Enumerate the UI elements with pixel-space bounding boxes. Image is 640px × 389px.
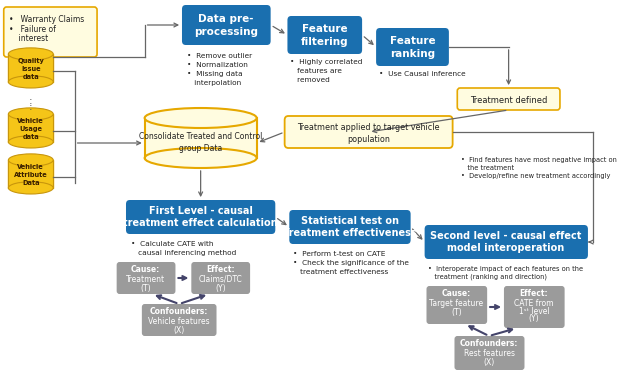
Text: CATE from: CATE from (514, 298, 554, 307)
FancyBboxPatch shape (504, 286, 564, 328)
Text: First Level - causal: First Level - causal (148, 206, 253, 216)
Text: Feature: Feature (390, 36, 435, 46)
Text: Statistical test on: Statistical test on (301, 216, 399, 226)
Text: ranking: ranking (390, 49, 435, 59)
Text: •   Warranty Claims: • Warranty Claims (10, 14, 84, 23)
Ellipse shape (8, 136, 53, 148)
Text: filtering: filtering (301, 37, 349, 47)
Text: •  Develop/refine new treatment accordingly: • Develop/refine new treatment according… (461, 173, 611, 179)
Text: Claims/DTC: Claims/DTC (198, 275, 242, 284)
FancyBboxPatch shape (424, 225, 588, 259)
Text: •  Perform t-test on CATE: • Perform t-test on CATE (293, 251, 385, 257)
Text: group Data: group Data (179, 144, 222, 152)
FancyBboxPatch shape (116, 262, 175, 294)
Text: treatment effectiveness: treatment effectiveness (293, 269, 388, 275)
Ellipse shape (8, 108, 53, 120)
Text: (X): (X) (483, 357, 495, 366)
FancyBboxPatch shape (182, 5, 271, 45)
Text: Cause:: Cause: (131, 266, 160, 275)
Text: (X): (X) (173, 326, 185, 335)
Text: interest: interest (10, 33, 49, 42)
Text: Consolidate Treated and Control: Consolidate Treated and Control (139, 131, 262, 140)
Text: Vehicle: Vehicle (17, 118, 44, 124)
Bar (145, 118, 257, 158)
Text: interpolation: interpolation (187, 80, 241, 86)
Text: (T): (T) (140, 284, 151, 293)
FancyBboxPatch shape (142, 304, 216, 336)
Text: data: data (22, 74, 39, 80)
Text: Target feature: Target feature (429, 298, 483, 307)
FancyBboxPatch shape (376, 28, 449, 66)
Text: •  Highly correlated: • Highly correlated (290, 59, 363, 65)
Text: Effect:: Effect: (206, 266, 234, 275)
Bar (8, 114, 53, 142)
Ellipse shape (8, 76, 53, 88)
Text: Data: Data (22, 180, 40, 186)
Ellipse shape (145, 108, 257, 128)
Text: •  Normalization: • Normalization (187, 62, 248, 68)
Text: •  Calculate CATE with: • Calculate CATE with (131, 241, 213, 247)
FancyBboxPatch shape (426, 286, 487, 324)
Text: the treatment: the treatment (461, 165, 514, 171)
Text: removed: removed (290, 77, 330, 83)
Text: Vehicle: Vehicle (17, 164, 44, 170)
Ellipse shape (8, 182, 53, 194)
Text: Attribute: Attribute (14, 172, 47, 178)
Text: :: : (29, 96, 33, 106)
Text: Quality: Quality (17, 58, 44, 64)
Text: Confounders:: Confounders: (150, 307, 209, 317)
Ellipse shape (8, 154, 53, 166)
Text: data: data (22, 134, 39, 140)
Text: •  Remove outlier: • Remove outlier (187, 53, 252, 59)
Text: •  Interoperate impact of each features on the: • Interoperate impact of each features o… (428, 266, 584, 272)
Text: features are: features are (290, 68, 342, 74)
Text: Effect:: Effect: (520, 289, 548, 298)
Text: causal inferencing method: causal inferencing method (131, 250, 236, 256)
FancyBboxPatch shape (287, 16, 362, 54)
Text: Vehicle features: Vehicle features (148, 317, 210, 326)
Text: Cause:: Cause: (442, 289, 471, 298)
Text: Treatment defined: Treatment defined (470, 96, 547, 105)
Text: Confounders:: Confounders: (460, 340, 518, 349)
Text: :: : (29, 102, 33, 112)
Text: model interoperation: model interoperation (447, 243, 564, 253)
Text: •  Missing data: • Missing data (187, 71, 243, 77)
Ellipse shape (8, 48, 53, 60)
FancyBboxPatch shape (454, 336, 525, 370)
Text: •  Check the significance of the: • Check the significance of the (293, 260, 409, 266)
Text: population: population (347, 135, 390, 144)
FancyBboxPatch shape (285, 116, 452, 148)
Text: (Y): (Y) (529, 314, 539, 324)
Text: Treatment: Treatment (126, 275, 165, 284)
Bar (8, 160, 53, 188)
Text: •   Failure of: • Failure of (10, 25, 56, 33)
FancyBboxPatch shape (289, 210, 411, 244)
Text: treatment effect calculation: treatment effect calculation (124, 218, 278, 228)
Bar (8, 54, 53, 82)
Text: 1ˢᵗ level: 1ˢᵗ level (518, 307, 549, 315)
Text: Feature: Feature (302, 24, 348, 34)
FancyBboxPatch shape (191, 262, 250, 294)
Ellipse shape (145, 148, 257, 168)
Text: Treatment effectiveness: Treatment effectiveness (283, 228, 417, 238)
Text: •  Find features have most negative impact on: • Find features have most negative impac… (461, 157, 617, 163)
FancyBboxPatch shape (458, 88, 560, 110)
Text: Issue: Issue (21, 66, 40, 72)
Text: (T): (T) (451, 307, 461, 317)
Text: Usage: Usage (19, 126, 42, 132)
FancyBboxPatch shape (126, 200, 275, 234)
Text: treatment (ranking and direction): treatment (ranking and direction) (428, 274, 547, 280)
Text: (Y): (Y) (215, 284, 225, 293)
Text: Data pre-: Data pre- (198, 14, 253, 24)
Text: Second level - causal effect: Second level - causal effect (430, 231, 582, 241)
FancyBboxPatch shape (4, 7, 97, 57)
Text: processing: processing (194, 27, 258, 37)
Text: Treatment applied to target vehicle: Treatment applied to target vehicle (298, 123, 440, 131)
Text: Rest features: Rest features (463, 349, 515, 357)
Text: •  Use Causal inference: • Use Causal inference (379, 71, 465, 77)
